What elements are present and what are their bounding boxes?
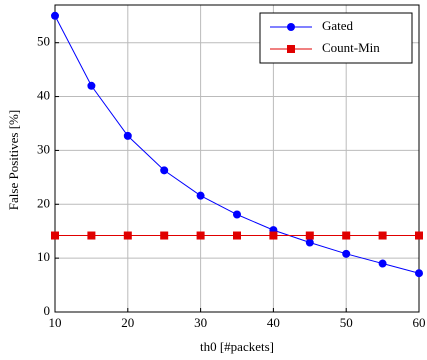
y-tick-label: 50	[37, 34, 50, 49]
marker	[233, 231, 241, 240]
marker	[305, 231, 314, 240]
y-tick-label: 10	[37, 249, 50, 264]
y-axis-label: False Positives [%]	[6, 110, 21, 210]
y-tick-label: 30	[37, 141, 50, 156]
marker	[269, 231, 278, 240]
x-tick-label: 30	[194, 315, 207, 330]
y-tick-label: 0	[44, 303, 51, 318]
marker	[196, 191, 205, 200]
marker	[415, 231, 423, 240]
legend-marker	[287, 45, 295, 53]
legend-marker	[287, 23, 295, 31]
legend-label: Gated	[322, 18, 354, 33]
marker	[51, 231, 59, 240]
legend-label: Count-Min	[322, 40, 380, 55]
legend-box	[259, 12, 413, 64]
marker	[233, 210, 241, 219]
marker	[123, 131, 132, 140]
y-tick-label: 40	[37, 88, 50, 103]
y-tick-label: 20	[37, 195, 50, 210]
x-tick-label: 40	[267, 315, 280, 330]
marker	[51, 11, 59, 20]
marker	[342, 249, 351, 258]
marker	[123, 231, 132, 240]
marker	[196, 231, 205, 240]
marker	[305, 238, 314, 247]
x-tick-label: 10	[49, 315, 62, 330]
plot-frame	[54, 4, 420, 313]
marker	[87, 81, 96, 90]
marker	[342, 231, 351, 240]
marker	[378, 259, 387, 268]
x-tick-label: 60	[413, 315, 426, 330]
x-tick-label: 50	[340, 315, 353, 330]
marker	[160, 231, 169, 240]
x-axis-label: th0 [#packets]	[200, 339, 274, 354]
marker	[378, 231, 387, 240]
marker	[87, 231, 96, 240]
marker	[415, 269, 423, 278]
x-tick-label: 20	[121, 315, 134, 330]
marker	[160, 166, 169, 175]
